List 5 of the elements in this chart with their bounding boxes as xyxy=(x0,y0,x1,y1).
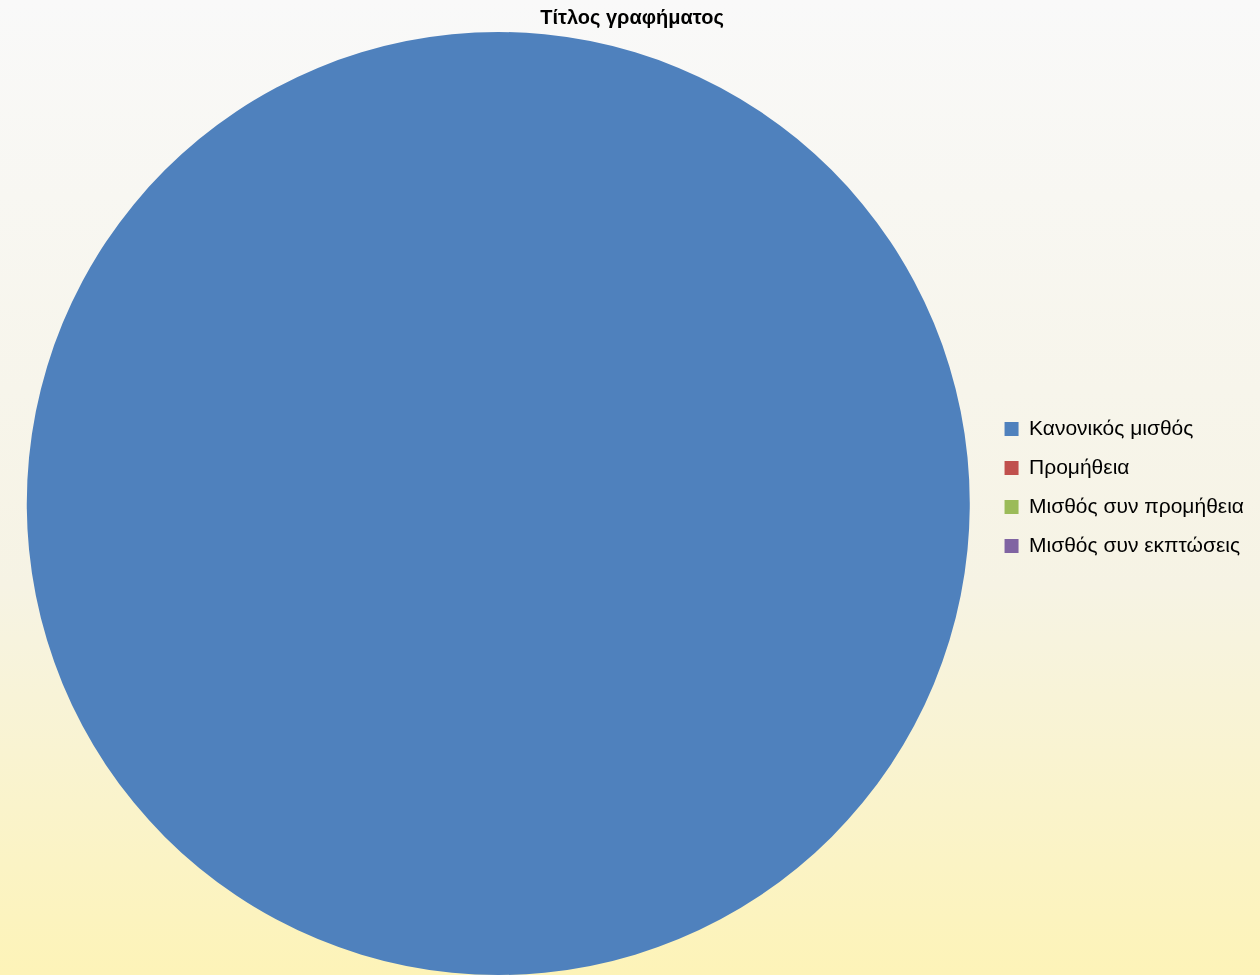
legend-label: Κανονικός μισθός xyxy=(1029,415,1194,439)
legend-label: Μισθός συν εκπτώσεις xyxy=(1029,532,1241,556)
legend-label: Προμήθεια xyxy=(1029,454,1130,478)
chart-title: Τίτλος γραφήματος xyxy=(540,5,724,28)
legend-label: Μισθός συν προμήθεια xyxy=(1029,493,1244,517)
